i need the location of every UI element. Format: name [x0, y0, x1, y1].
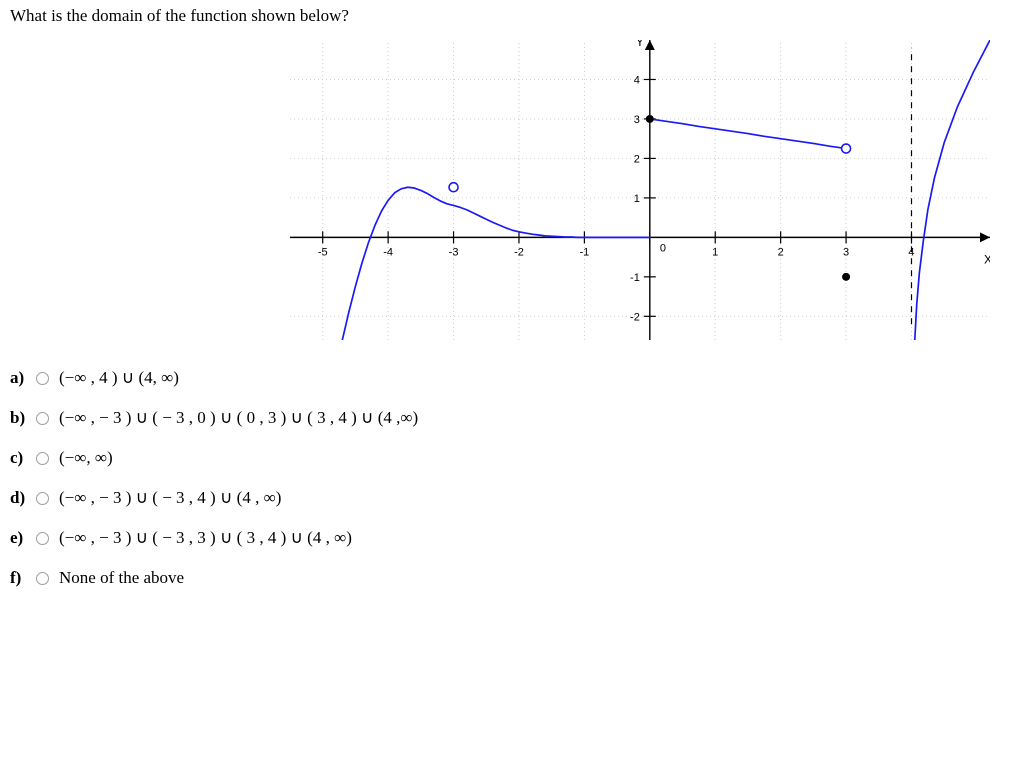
option-f[interactable]: f) None of the above — [10, 568, 1014, 588]
option-radio-f[interactable] — [36, 572, 49, 585]
option-d[interactable]: d) (−∞ , − 3 ) ∪ ( − 3 , 4 ) ∪ (4 , ∞) — [10, 488, 1014, 508]
svg-text:X: X — [984, 252, 990, 266]
svg-text:-3: -3 — [449, 246, 459, 258]
option-text: None of the above — [59, 568, 184, 588]
option-letter: f) — [10, 568, 28, 588]
option-text: (−∞ , 4 ) ∪ (4, ∞) — [59, 368, 179, 388]
option-letter: b) — [10, 408, 28, 428]
question-text: What is the domain of the function shown… — [10, 6, 1014, 26]
option-text: (−∞ , − 3 ) ∪ ( − 3 , 4 ) ∪ (4 , ∞) — [59, 488, 281, 508]
option-b[interactable]: b) (−∞ , − 3 ) ∪ ( − 3 , 0 ) ∪ ( 0 , 3 )… — [10, 408, 1014, 428]
svg-text:-1: -1 — [630, 272, 640, 284]
option-radio-c[interactable] — [36, 452, 49, 465]
option-text: (−∞ , − 3 ) ∪ ( − 3 , 3 ) ∪ ( 3 , 4 ) ∪ … — [59, 528, 352, 548]
function-graph: -5-4-3-2-101234-2-11234XY — [290, 40, 1014, 340]
option-e[interactable]: e) (−∞ , − 3 ) ∪ ( − 3 , 3 ) ∪ ( 3 , 4 )… — [10, 528, 1014, 548]
option-letter: a) — [10, 368, 28, 388]
svg-text:0: 0 — [660, 242, 666, 254]
graph-svg: -5-4-3-2-101234-2-11234XY — [290, 40, 990, 340]
svg-text:-2: -2 — [630, 311, 640, 323]
option-c[interactable]: c) (−∞, ∞) — [10, 448, 1014, 468]
svg-text:3: 3 — [634, 114, 640, 126]
svg-text:4: 4 — [634, 74, 640, 86]
svg-text:1: 1 — [634, 193, 640, 205]
option-radio-a[interactable] — [36, 372, 49, 385]
svg-text:-5: -5 — [318, 246, 328, 258]
option-radio-e[interactable] — [36, 532, 49, 545]
option-letter: e) — [10, 528, 28, 548]
answer-options: a) (−∞ , 4 ) ∪ (4, ∞) b) (−∞ , − 3 ) ∪ (… — [10, 368, 1014, 588]
option-letter: c) — [10, 448, 28, 468]
svg-text:1: 1 — [712, 246, 718, 258]
option-radio-b[interactable] — [36, 412, 49, 425]
svg-text:2: 2 — [778, 246, 784, 258]
svg-text:3: 3 — [843, 246, 849, 258]
svg-text:2: 2 — [634, 153, 640, 165]
option-a[interactable]: a) (−∞ , 4 ) ∪ (4, ∞) — [10, 368, 1014, 388]
svg-text:-1: -1 — [580, 246, 590, 258]
option-text: (−∞, ∞) — [59, 448, 113, 468]
svg-text:Y: Y — [636, 40, 644, 49]
option-text: (−∞ , − 3 ) ∪ ( − 3 , 0 ) ∪ ( 0 , 3 ) ∪ … — [59, 408, 418, 428]
svg-text:-4: -4 — [383, 246, 393, 258]
option-radio-d[interactable] — [36, 492, 49, 505]
option-letter: d) — [10, 488, 28, 508]
svg-text:-2: -2 — [514, 246, 524, 258]
